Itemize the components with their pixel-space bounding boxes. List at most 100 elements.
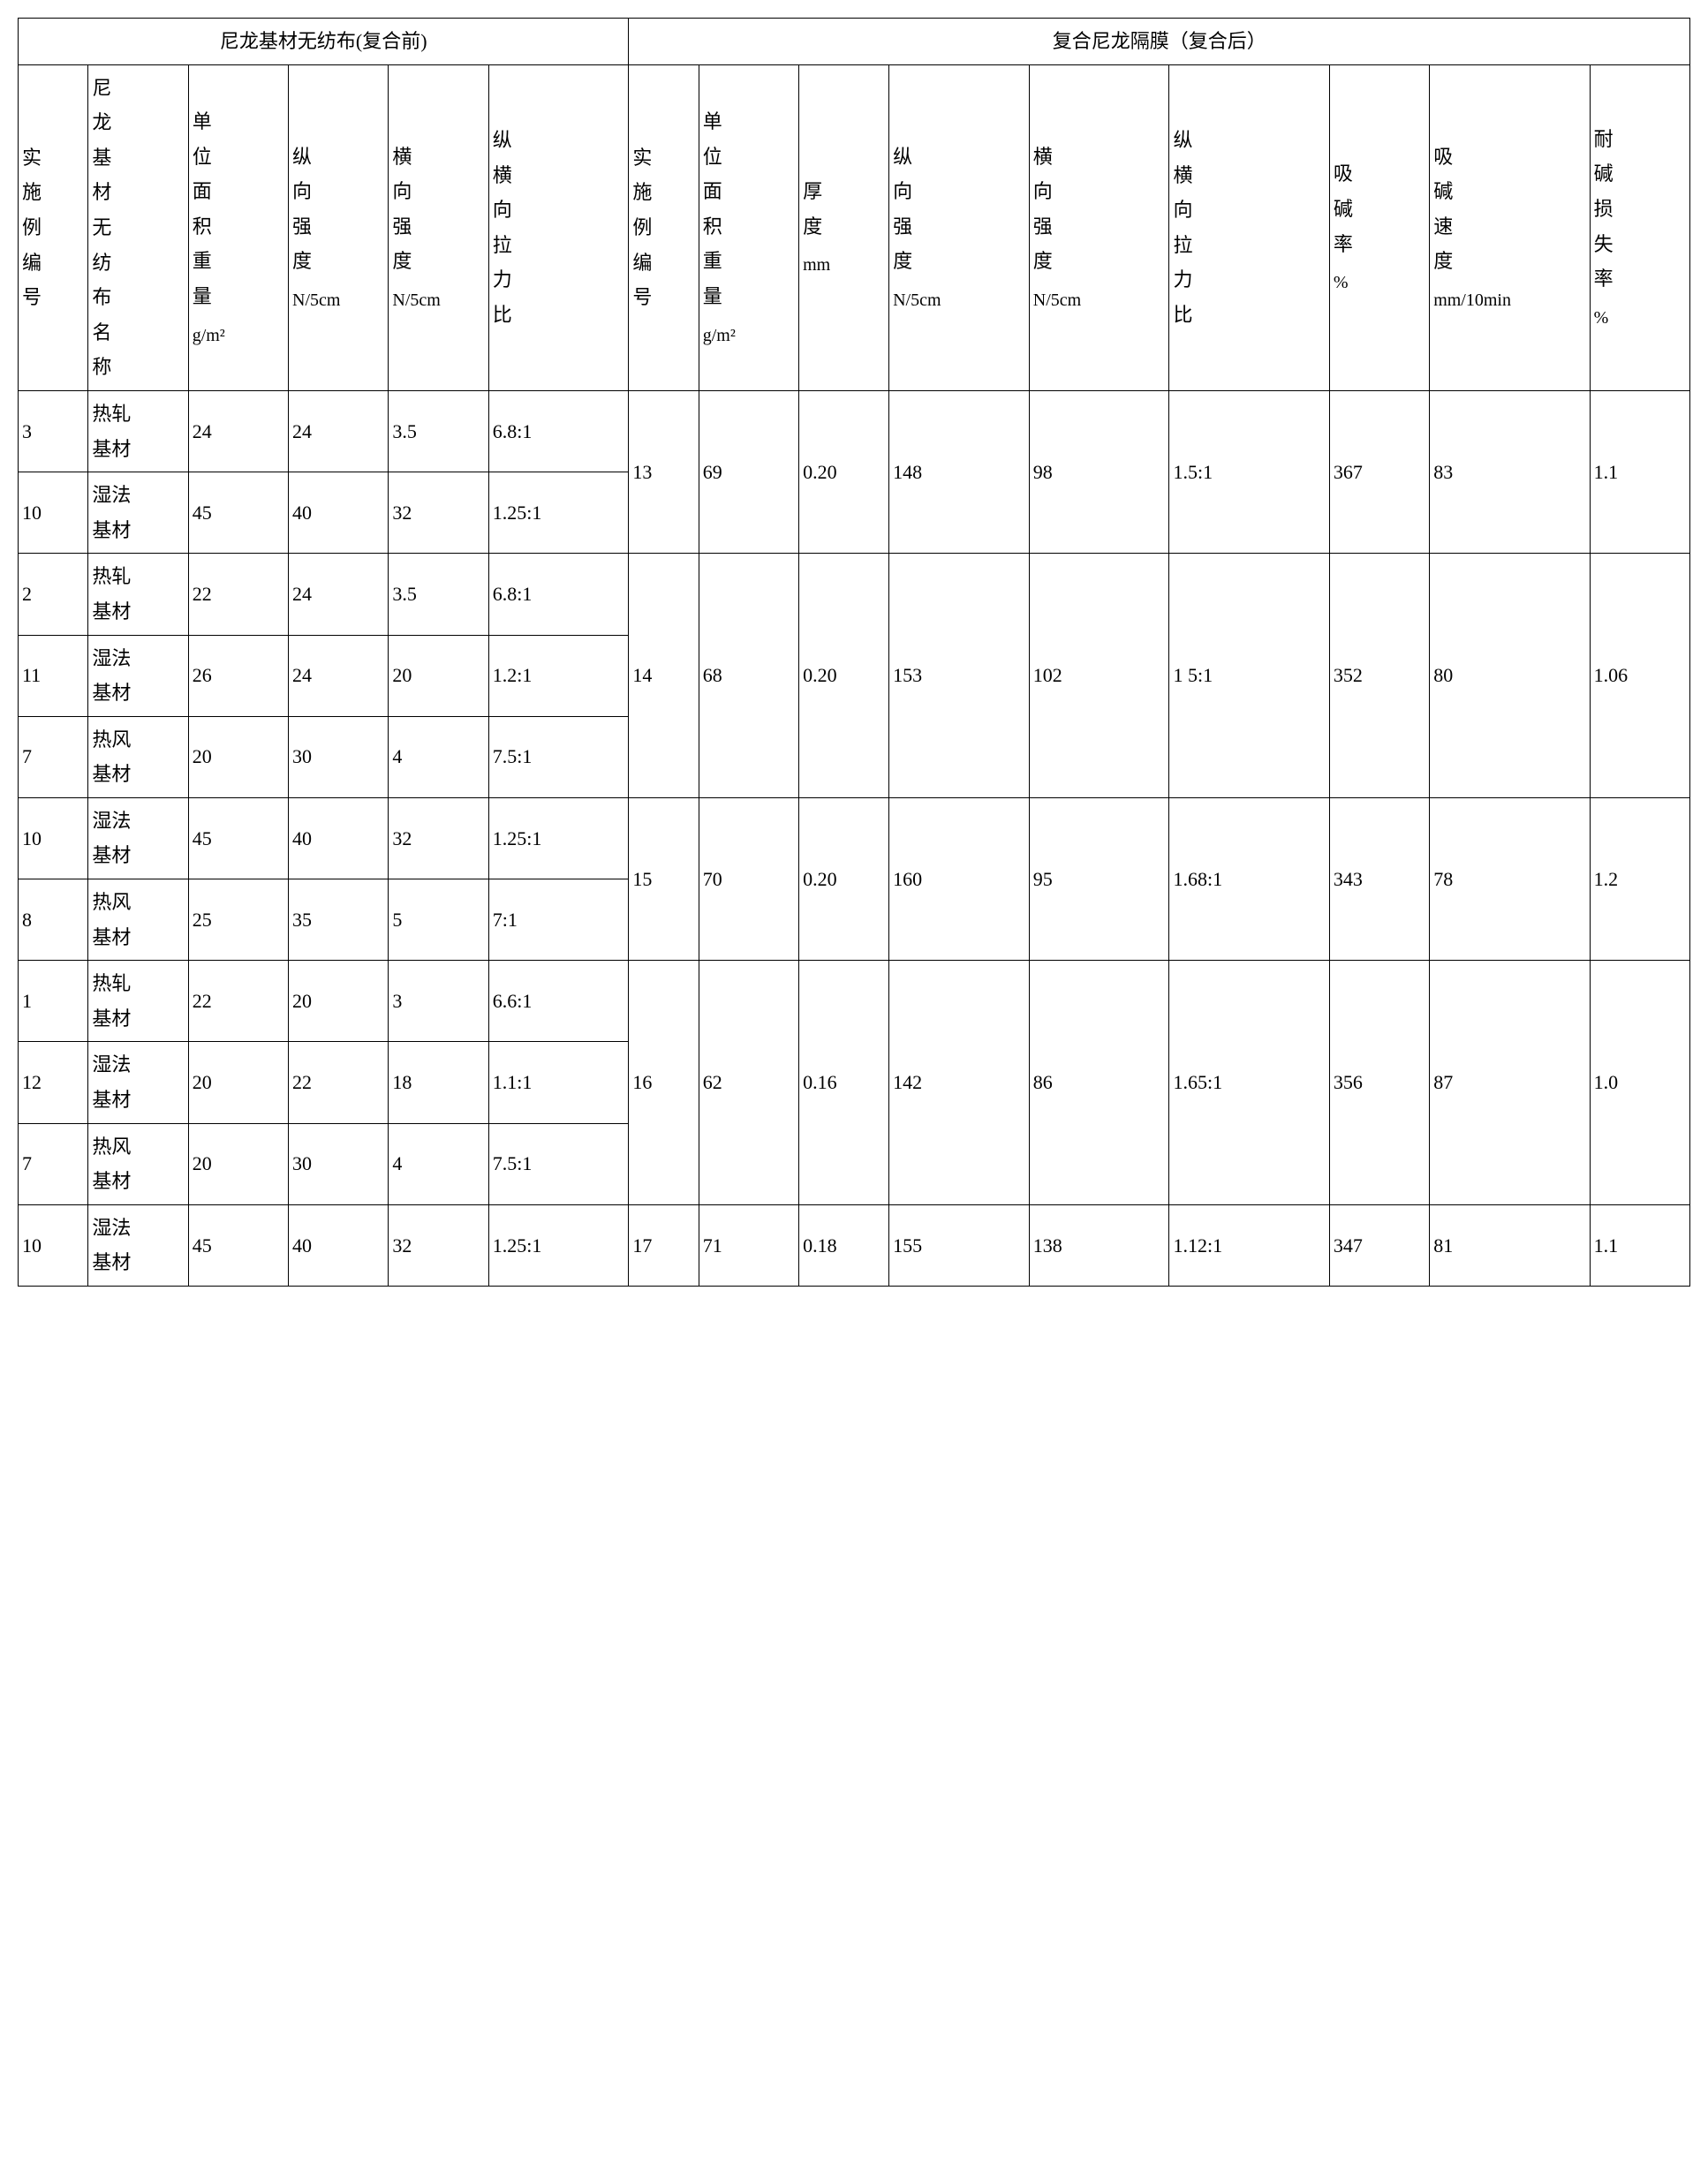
- right-speed: 80: [1430, 554, 1590, 798]
- left-weight: 45: [188, 472, 288, 554]
- left-weight: 20: [188, 716, 288, 797]
- left-td: 20: [389, 635, 488, 716]
- right-abs: 367: [1329, 390, 1429, 553]
- right-id: 17: [629, 1204, 699, 1286]
- right-td: 95: [1029, 797, 1169, 960]
- left-weight: 25: [188, 879, 288, 961]
- left-id: 1: [19, 961, 88, 1042]
- left-ratio: 6.6:1: [488, 961, 629, 1042]
- right-abs: 343: [1329, 797, 1429, 960]
- hdr-right-td: 横向强度N/5cm: [1029, 64, 1169, 390]
- left-name: 热轧基材: [88, 390, 188, 472]
- left-td: 32: [389, 797, 488, 879]
- left-td: 32: [389, 472, 488, 554]
- hdr-right-abs: 吸碱率%: [1329, 64, 1429, 390]
- right-weight: 69: [699, 390, 798, 553]
- left-md: 24: [289, 390, 389, 472]
- left-md: 20: [289, 961, 389, 1042]
- right-group-header: 复合尼龙隔膜（复合后）: [629, 19, 1690, 65]
- left-ratio: 7.5:1: [488, 716, 629, 797]
- left-id: 10: [19, 472, 88, 554]
- left-weight: 20: [188, 1042, 288, 1123]
- left-md: 35: [289, 879, 389, 961]
- right-weight: 68: [699, 554, 798, 798]
- right-abs: 347: [1329, 1204, 1429, 1286]
- right-ratio: 1.68:1: [1169, 797, 1329, 960]
- left-weight: 22: [188, 961, 288, 1042]
- right-thickness: 0.20: [799, 390, 889, 553]
- right-md: 155: [889, 1204, 1030, 1286]
- left-name: 湿法基材: [88, 1204, 188, 1286]
- right-loss: 1.06: [1590, 554, 1689, 798]
- left-name: 热轧基材: [88, 554, 188, 635]
- left-ratio: 1.1:1: [488, 1042, 629, 1123]
- left-md: 24: [289, 554, 389, 635]
- left-ratio: 6.8:1: [488, 390, 629, 472]
- right-loss: 1.0: [1590, 961, 1689, 1205]
- left-id: 10: [19, 797, 88, 879]
- right-md: 160: [889, 797, 1030, 960]
- left-td: 4: [389, 716, 488, 797]
- left-name: 热风基材: [88, 879, 188, 961]
- left-md: 22: [289, 1042, 389, 1123]
- left-md: 24: [289, 635, 389, 716]
- right-id: 16: [629, 961, 699, 1205]
- right-td: 98: [1029, 390, 1169, 553]
- right-id: 13: [629, 390, 699, 553]
- hdr-right-md: 纵向强度N/5cm: [889, 64, 1030, 390]
- left-ratio: 7:1: [488, 879, 629, 961]
- right-ratio: 1 5:1: [1169, 554, 1329, 798]
- right-thickness: 0.20: [799, 554, 889, 798]
- left-td: 32: [389, 1204, 488, 1286]
- left-ratio: 7.5:1: [488, 1123, 629, 1204]
- left-name: 热轧基材: [88, 961, 188, 1042]
- hdr-left-md: 纵向强度N/5cm: [289, 64, 389, 390]
- right-loss: 1.2: [1590, 797, 1689, 960]
- left-md: 40: [289, 472, 389, 554]
- left-weight: 45: [188, 1204, 288, 1286]
- left-weight: 20: [188, 1123, 288, 1204]
- right-id: 14: [629, 554, 699, 798]
- left-td: 3.5: [389, 390, 488, 472]
- left-id: 8: [19, 879, 88, 961]
- composite-nylon-table: 尼龙基材无纺布(复合前)复合尼龙隔膜（复合后） 实施例编号尼龙基材无纺布名称 单位面…: [18, 18, 1690, 1287]
- right-loss: 1.1: [1590, 1204, 1689, 1286]
- right-thickness: 0.16: [799, 961, 889, 1205]
- right-speed: 83: [1430, 390, 1590, 553]
- left-td: 4: [389, 1123, 488, 1204]
- hdr-left-td: 横向强度N/5cm: [389, 64, 488, 390]
- right-ratio: 1.5:1: [1169, 390, 1329, 553]
- left-weight: 22: [188, 554, 288, 635]
- left-id: 7: [19, 716, 88, 797]
- left-id: 10: [19, 1204, 88, 1286]
- left-td: 3.5: [389, 554, 488, 635]
- right-td: 86: [1029, 961, 1169, 1205]
- right-abs: 356: [1329, 961, 1429, 1205]
- right-abs: 352: [1329, 554, 1429, 798]
- left-weight: 24: [188, 390, 288, 472]
- right-md: 142: [889, 961, 1030, 1205]
- left-td: 18: [389, 1042, 488, 1123]
- hdr-left-example-id: 实施例编号: [19, 64, 88, 390]
- right-speed: 87: [1430, 961, 1590, 1205]
- hdr-left-name: 尼龙基材无纺布名称: [88, 64, 188, 390]
- hdr-right-speed: 吸碱速度mm/10min: [1430, 64, 1590, 390]
- left-ratio: 1.2:1: [488, 635, 629, 716]
- right-speed: 81: [1430, 1204, 1590, 1286]
- left-md: 30: [289, 1123, 389, 1204]
- left-name: 湿法基材: [88, 472, 188, 554]
- right-weight: 62: [699, 961, 798, 1205]
- right-td: 102: [1029, 554, 1169, 798]
- left-name: 湿法基材: [88, 635, 188, 716]
- left-md: 40: [289, 1204, 389, 1286]
- left-group-header: 尼龙基材无纺布(复合前): [19, 19, 629, 65]
- right-td: 138: [1029, 1204, 1169, 1286]
- left-id: 3: [19, 390, 88, 472]
- hdr-right-weight: 单位面积重量g/m²: [699, 64, 798, 390]
- left-id: 7: [19, 1123, 88, 1204]
- left-ratio: 1.25:1: [488, 472, 629, 554]
- right-md: 153: [889, 554, 1030, 798]
- right-loss: 1.1: [1590, 390, 1689, 553]
- left-id: 11: [19, 635, 88, 716]
- left-ratio: 6.8:1: [488, 554, 629, 635]
